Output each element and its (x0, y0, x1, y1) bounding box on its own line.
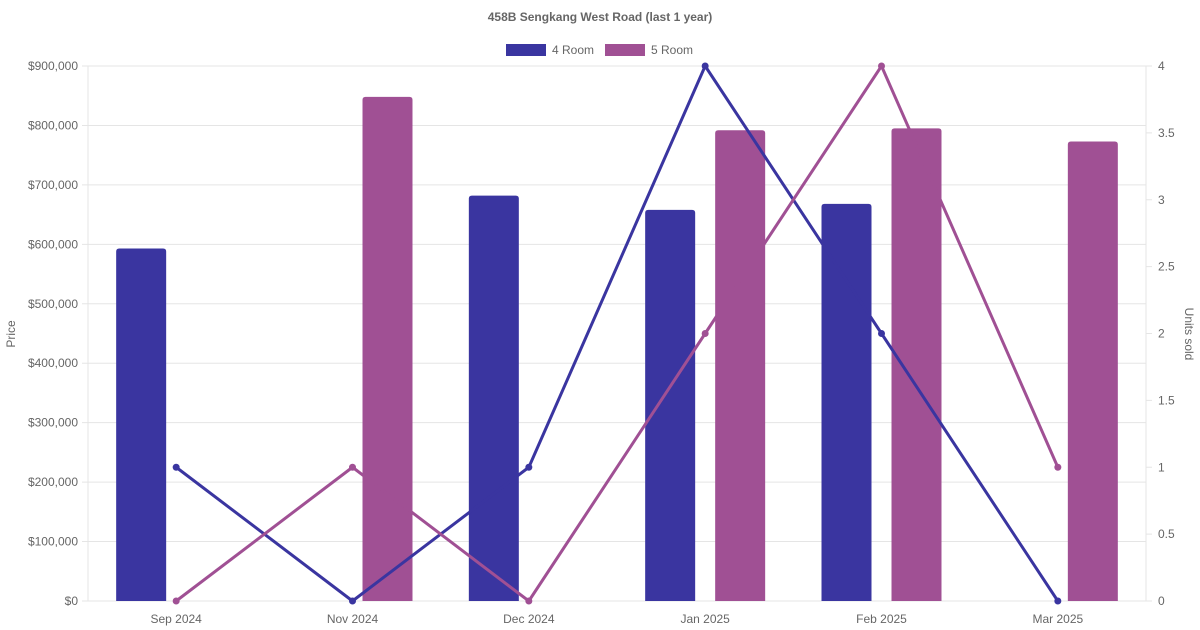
x-tick-label: Jan 2025 (680, 612, 730, 626)
units-point-5-room[interactable] (349, 463, 356, 471)
right-tick-label: 1.5 (1158, 393, 1175, 407)
units-line-5-room[interactable] (175, 64, 1060, 603)
bar-5-room[interactable] (715, 130, 766, 601)
left-tick-label: $200,000 (28, 475, 78, 489)
unit-lines (172, 62, 1062, 605)
units-point-4-room[interactable] (701, 62, 709, 70)
chart-title: 458B Sengkang West Road (last 1 year) (488, 10, 713, 24)
left-tick-label: $300,000 (28, 416, 78, 430)
left-tick-label: $700,000 (28, 178, 78, 192)
units-point-5-room[interactable] (878, 62, 885, 70)
right-tick-label: 1 (1158, 460, 1165, 474)
left-tick-label: $800,000 (28, 118, 78, 132)
legend-label-4-room: 4 Room (552, 43, 594, 57)
units-point-4-room[interactable] (349, 597, 356, 605)
x-tick-label: Mar 2025 (1032, 612, 1083, 626)
left-axis-title: Price (4, 320, 18, 348)
units-point-5-room[interactable] (701, 330, 709, 337)
left-tick-label: $0 (65, 594, 79, 608)
bar-4-room[interactable] (821, 203, 872, 601)
left-tick-label: $900,000 (28, 59, 78, 73)
left-tick-label: $400,000 (28, 356, 78, 370)
bar-4-room[interactable] (116, 248, 167, 601)
legend-item-4-room[interactable]: 4 Room (506, 43, 594, 57)
legend-swatch-4-room (506, 44, 546, 56)
bar-5-room[interactable] (891, 128, 942, 601)
right-tick-label: 4 (1158, 59, 1165, 73)
left-tick-label: $100,000 (28, 535, 78, 549)
right-axis-title: Units sold (1182, 308, 1196, 361)
units-point-5-room[interactable] (172, 597, 180, 605)
left-tick-label: $500,000 (28, 297, 78, 311)
right-tick-label: 3.5 (1158, 126, 1175, 140)
legend-label-5-room: 5 Room (651, 43, 693, 57)
right-tick-label: 2 (1158, 327, 1165, 341)
right-tick-label: 2.5 (1158, 260, 1175, 274)
grid (82, 65, 1152, 602)
units-line-4-room[interactable] (175, 64, 1060, 603)
units-point-4-room[interactable] (1054, 597, 1062, 605)
left-tick-label: $600,000 (28, 237, 78, 251)
bars (116, 96, 1118, 602)
right-tick-label: 0.5 (1158, 527, 1175, 541)
units-point-4-room[interactable] (525, 463, 533, 471)
units-point-4-room[interactable] (878, 330, 885, 337)
x-tick-label: Sep 2024 (150, 612, 202, 626)
legend: 4 Room 5 Room (506, 43, 693, 57)
axes: $0 $100,000 $200,000 $300,000 $400,000 $500,0… (28, 59, 1175, 626)
x-tick-label: Feb 2025 (856, 612, 907, 626)
x-tick-label: Nov 2024 (327, 612, 379, 626)
units-point-5-room[interactable] (525, 597, 533, 605)
x-tick-label: Dec 2024 (503, 612, 555, 626)
legend-swatch-5-room (605, 44, 645, 56)
units-point-5-room[interactable] (1054, 463, 1062, 471)
right-tick-label: 3 (1158, 193, 1165, 207)
bar-5-room[interactable] (1067, 141, 1118, 601)
bar-4-room[interactable] (468, 195, 519, 602)
bar-5-room[interactable] (362, 96, 413, 602)
right-tick-label: 0 (1158, 594, 1165, 608)
legend-item-5-room[interactable]: 5 Room (605, 43, 693, 57)
units-point-4-room[interactable] (172, 463, 180, 471)
bar-4-room[interactable] (645, 209, 696, 601)
